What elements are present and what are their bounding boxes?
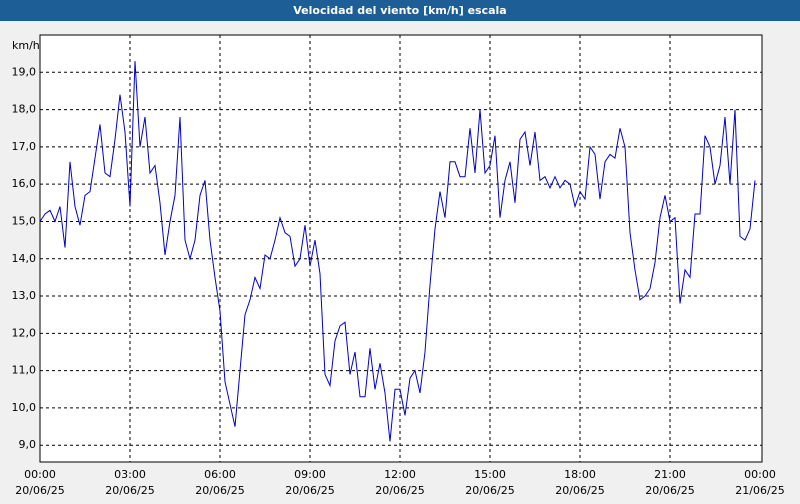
x-tick-date: 20/06/25 xyxy=(555,484,604,497)
y-tick-label: 11,0 xyxy=(12,364,37,377)
y-tick-label: 15,0 xyxy=(12,214,37,227)
x-tick-label: 00:00 xyxy=(24,468,56,481)
y-tick-label: 17,0 xyxy=(12,140,37,153)
x-tick-date: 21/06/25 xyxy=(735,484,784,497)
x-tick-date: 20/06/25 xyxy=(195,484,244,497)
y-tick-label: 10,0 xyxy=(12,401,37,414)
chart-title: Velocidad del viento [km/h] escala xyxy=(293,4,506,17)
x-tick-label: 06:00 xyxy=(204,468,236,481)
x-tick-date: 20/06/25 xyxy=(645,484,694,497)
y-tick-label: 16,0 xyxy=(12,177,37,190)
x-tick-label: 12:00 xyxy=(384,468,416,481)
y-tick-label: 19,0 xyxy=(12,65,37,78)
y-unit: km/h xyxy=(12,39,40,52)
y-tick-label: 18,0 xyxy=(12,103,37,116)
y-tick-label: 13,0 xyxy=(12,289,37,302)
data-line xyxy=(39,61,756,442)
x-tick-label: 00:00 xyxy=(744,468,776,481)
x-tick-date: 20/06/25 xyxy=(15,484,64,497)
x-tick-label: 18:00 xyxy=(564,468,596,481)
x-tick-date: 20/06/25 xyxy=(105,484,154,497)
x-tick-label: 21:00 xyxy=(654,468,686,481)
x-tick-date: 20/06/25 xyxy=(465,484,514,497)
title-bar xyxy=(0,0,800,21)
x-tick-label: 15:00 xyxy=(474,468,506,481)
x-tick-label: 09:00 xyxy=(294,468,326,481)
x-tick-date: 20/06/25 xyxy=(375,484,424,497)
y-tick-label: 9,0 xyxy=(19,438,37,451)
y-tick-label: 14,0 xyxy=(12,252,37,265)
x-tick-date: 20/06/25 xyxy=(285,484,334,497)
y-tick-label: 12,0 xyxy=(12,326,37,339)
x-tick-label: 03:00 xyxy=(114,468,146,481)
plot-area xyxy=(39,34,763,463)
